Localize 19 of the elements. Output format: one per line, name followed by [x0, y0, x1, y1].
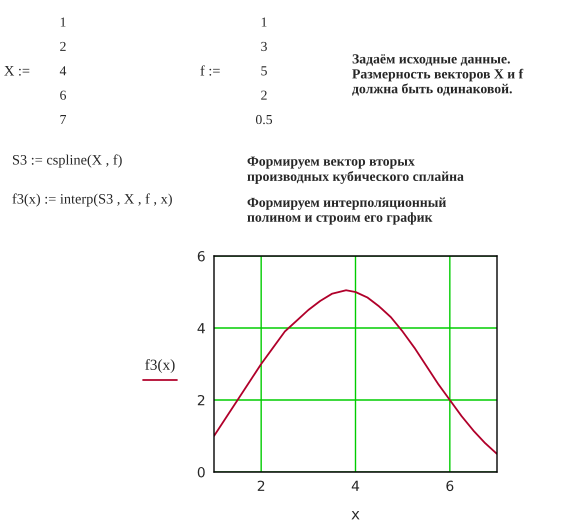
y-axis-title: f3(x): [145, 358, 175, 374]
text: X :=: [4, 66, 30, 76]
text: Задаём исходные данные. Размерность векторов X и f должна быть одинаковой.: [352, 54, 524, 96]
y-tick-label: 6: [198, 250, 205, 262]
y-tick-label: 4: [198, 323, 205, 334]
text: S3 := cspline(X , f): [12, 154, 122, 168]
x-tick-label: 2: [258, 480, 264, 491]
text: 1 3 5 2 0.5: [256, 17, 272, 124]
y-tick-label: 2: [198, 394, 204, 406]
text: 1 2 4 6 7: [60, 17, 66, 124]
line-series: [214, 289, 497, 455]
x-axis-title: x: [351, 511, 360, 520]
x-tick-label: 6: [446, 480, 454, 492]
text: Формируем вектор вторых производных кубического сплайна: [247, 156, 464, 184]
text: f3(x) := interp(S3 , X , f , x): [12, 193, 172, 207]
text: f :=: [200, 65, 220, 76]
text: Формируем интерполяционный полином и строим его график: [247, 197, 446, 225]
x-tick-label: 4: [352, 480, 360, 491]
y-tick-label: 0: [198, 466, 205, 478]
